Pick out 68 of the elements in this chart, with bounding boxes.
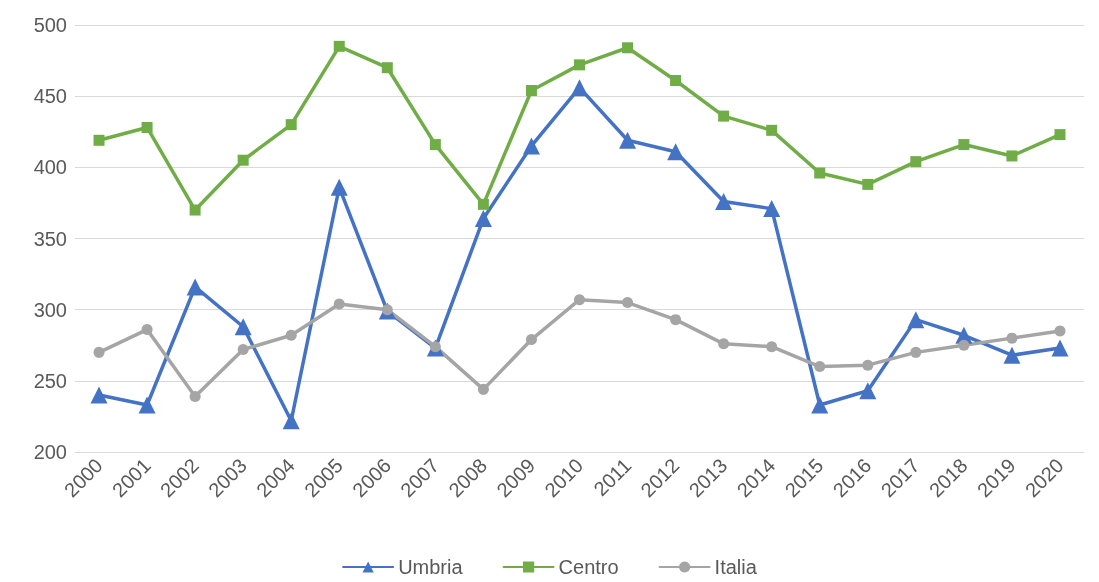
point bbox=[525, 84, 537, 96]
point bbox=[862, 359, 874, 371]
point bbox=[670, 314, 682, 326]
point bbox=[622, 42, 634, 54]
point bbox=[910, 346, 922, 358]
y-tick-label: 250 bbox=[33, 369, 67, 392]
y-tick-label: 200 bbox=[33, 441, 67, 463]
point bbox=[237, 154, 249, 166]
y-tick-label: 500 bbox=[33, 14, 67, 36]
legend-label: Umbria bbox=[398, 556, 464, 578]
point bbox=[814, 361, 826, 373]
point bbox=[237, 344, 249, 356]
point bbox=[763, 200, 781, 218]
point bbox=[862, 178, 874, 190]
point bbox=[330, 178, 348, 196]
point bbox=[1054, 129, 1066, 141]
point bbox=[1051, 339, 1069, 357]
point bbox=[93, 134, 105, 146]
point bbox=[234, 318, 252, 336]
point bbox=[1003, 346, 1021, 364]
point bbox=[718, 338, 730, 350]
point bbox=[90, 386, 108, 404]
point bbox=[1006, 150, 1018, 162]
y-tick-label: 350 bbox=[33, 227, 67, 250]
point bbox=[186, 278, 204, 296]
point bbox=[189, 390, 201, 402]
point bbox=[910, 156, 922, 168]
point bbox=[619, 131, 637, 149]
point bbox=[958, 339, 970, 351]
point bbox=[141, 121, 153, 133]
legend-label: Centro bbox=[558, 556, 619, 578]
point bbox=[285, 119, 297, 131]
point bbox=[571, 79, 588, 97]
point bbox=[766, 341, 778, 353]
y-tick-label: 400 bbox=[33, 156, 67, 179]
point bbox=[282, 412, 300, 430]
point bbox=[333, 298, 345, 310]
point bbox=[93, 346, 105, 358]
point bbox=[477, 383, 489, 395]
point bbox=[766, 124, 778, 136]
point bbox=[670, 75, 682, 87]
point bbox=[907, 311, 925, 329]
point bbox=[622, 297, 634, 309]
point bbox=[381, 62, 393, 74]
point bbox=[814, 167, 826, 179]
point bbox=[285, 329, 297, 341]
y-tick-label: 300 bbox=[33, 298, 67, 321]
point bbox=[474, 210, 492, 228]
point bbox=[138, 396, 156, 414]
legend-label: Italia bbox=[714, 556, 758, 578]
point bbox=[859, 382, 877, 400]
point bbox=[429, 139, 441, 151]
point bbox=[1054, 325, 1066, 337]
point bbox=[333, 40, 345, 52]
point bbox=[525, 334, 537, 346]
point bbox=[189, 204, 201, 216]
point bbox=[477, 198, 489, 210]
y-tick-label: 450 bbox=[33, 85, 67, 108]
point bbox=[715, 192, 733, 210]
point bbox=[141, 324, 153, 336]
point bbox=[958, 139, 970, 151]
point bbox=[718, 110, 730, 122]
point bbox=[574, 294, 585, 306]
point bbox=[811, 396, 829, 414]
point bbox=[1006, 332, 1018, 344]
point bbox=[574, 59, 585, 71]
point bbox=[522, 137, 540, 155]
point bbox=[667, 143, 685, 161]
